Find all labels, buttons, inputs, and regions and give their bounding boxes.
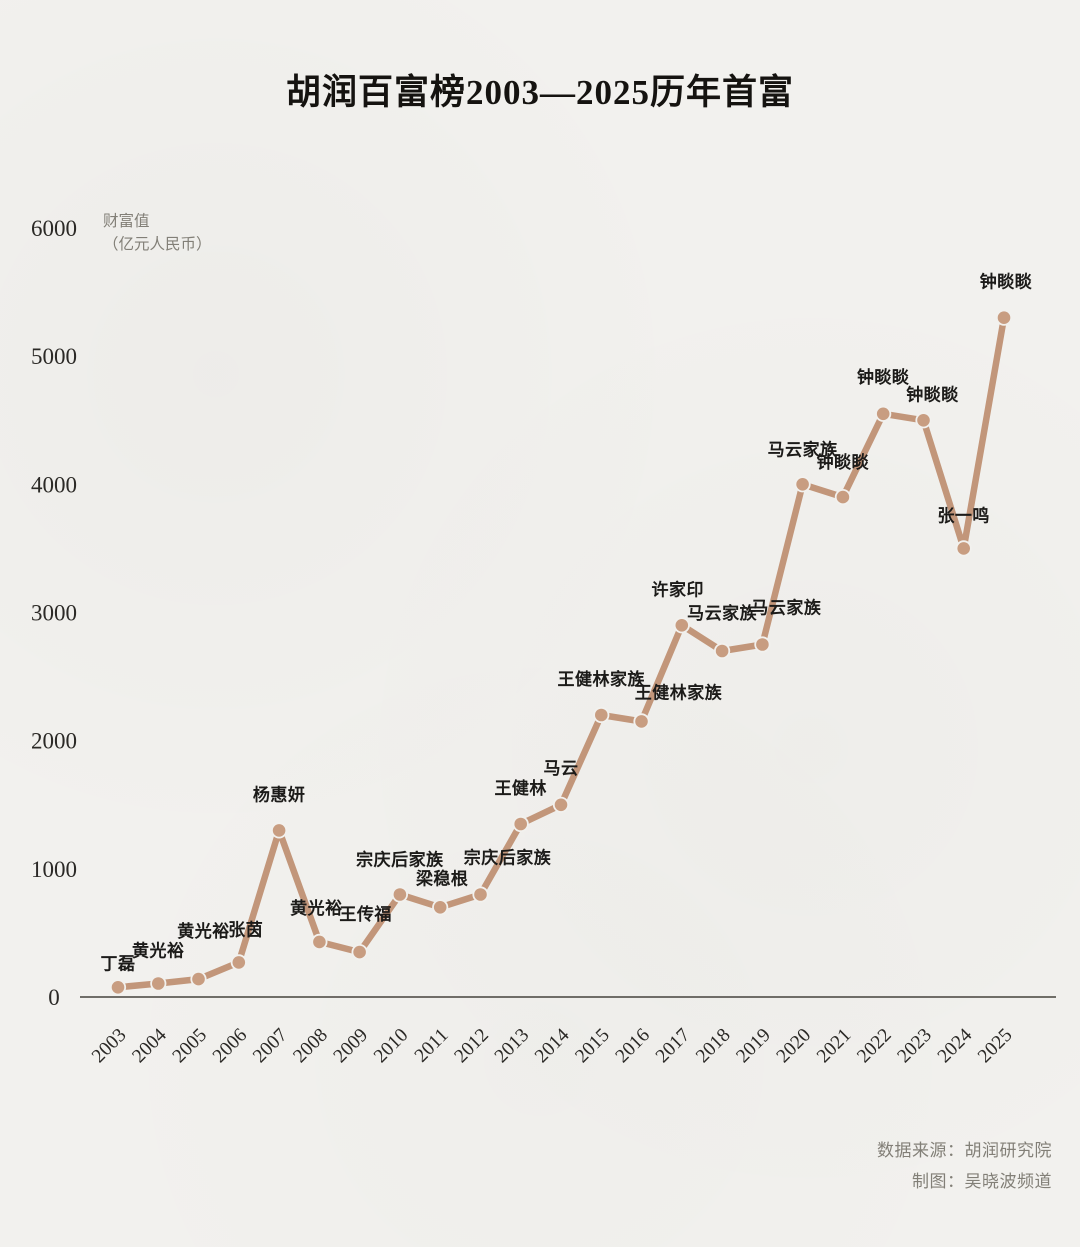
y-tick-label: 1000 [31, 857, 77, 882]
point-label-2019: 马云家族 [751, 598, 821, 618]
point-label-2003: 丁磊 [101, 954, 136, 973]
x-tick-2016: 2016 [612, 1025, 655, 1068]
data-point-2005 [190, 970, 207, 988]
x-tick-2013: 2013 [491, 1025, 533, 1067]
x-tick-2004: 2004 [128, 1025, 171, 1068]
x-tick-2009: 2009 [330, 1025, 372, 1067]
x-tick-2023: 2023 [894, 1025, 936, 1067]
chart-plot-area: 0100020003000400050006000200320042005200… [31, 216, 1032, 1067]
point-label-2010: 宗庆后家族 [356, 850, 444, 870]
data-point-2025 [995, 309, 1013, 326]
point-label-2020: 马云家族 [768, 439, 838, 459]
point-label-2021: 钟睒睒 [817, 452, 870, 472]
x-tick-2011: 2011 [411, 1025, 453, 1067]
data-source-text: 数据来源：胡润研究院 [877, 1141, 1052, 1160]
x-tick-2010: 2010 [370, 1025, 412, 1067]
point-label-2015: 王健林家族 [558, 669, 646, 689]
data-point-2017 [673, 617, 690, 634]
point-label-2016: 王健林家族 [635, 682, 723, 702]
x-tick-2014: 2014 [531, 1025, 574, 1068]
y-tick-label: 3000 [31, 601, 77, 626]
point-label-2023: 钟睒睒 [906, 384, 959, 404]
x-tick-2015: 2015 [571, 1025, 613, 1067]
x-tick-2006: 2006 [209, 1025, 252, 1068]
x-tick-2019: 2019 [732, 1025, 774, 1067]
chart-title: 胡润百富榜2003—2025历年首富 [285, 73, 794, 112]
data-point-2018 [713, 642, 731, 660]
data-point-2015 [593, 706, 610, 724]
x-tick-2012: 2012 [451, 1025, 493, 1067]
data-point-2021 [834, 488, 852, 506]
data-point-2016 [633, 713, 650, 730]
x-tick-2024: 2024 [934, 1025, 977, 1068]
x-tick-2020: 2020 [773, 1025, 815, 1067]
wealth-line [114, 314, 1008, 991]
point-label-2025: 钟睒睒 [980, 272, 1033, 292]
y-axis-unit-line2: （亿元人民币） [103, 235, 212, 253]
y-tick-label: 6000 [31, 216, 77, 241]
x-tick-2007: 2007 [249, 1025, 292, 1068]
x-tick-2008: 2008 [289, 1025, 331, 1067]
data-point-2010 [391, 886, 408, 903]
chart-credit-text: 制图：吴晓波频道 [912, 1172, 1052, 1191]
point-label-2008: 黄光裕 [290, 898, 343, 918]
x-tick-2017: 2017 [652, 1025, 695, 1068]
footer: 数据来源：胡润研究院 制图：吴晓波频道 [877, 1135, 1052, 1197]
y-axis-unit-line1: 财富值 [103, 212, 150, 230]
data-point-2023 [915, 412, 932, 429]
y-tick-label: 4000 [31, 472, 77, 497]
data-point-2003 [109, 979, 127, 996]
x-tick-2021: 2021 [813, 1025, 855, 1067]
data-point-2019 [754, 636, 771, 653]
data-point-2007 [270, 822, 288, 839]
data-point-2011 [432, 899, 449, 916]
point-label-2022: 钟睒睒 [857, 367, 910, 387]
point-label-2006: 张茵 [228, 919, 263, 939]
x-tick-2018: 2018 [692, 1025, 734, 1067]
data-point-2014 [552, 796, 570, 813]
point-label-2012: 宗庆后家族 [464, 848, 552, 868]
y-tick-label: 5000 [31, 344, 77, 369]
point-label-2024: 张一鸣 [937, 505, 990, 525]
point-label-2018: 马云家族 [687, 603, 757, 623]
data-point-2009 [351, 943, 368, 961]
point-label-2007: 杨惠妍 [253, 784, 306, 804]
x-tick-2005: 2005 [169, 1025, 211, 1067]
data-point-2004 [150, 975, 167, 992]
data-point-2020 [794, 476, 811, 493]
point-label-2009: 王传福 [339, 904, 392, 924]
data-point-2024 [955, 540, 972, 557]
point-label-2014: 马云 [544, 759, 579, 778]
data-point-2008 [311, 933, 328, 951]
x-tick-2003: 2003 [88, 1025, 130, 1067]
y-tick-label: 0 [48, 985, 60, 1010]
point-label-2005: 黄光裕 [177, 921, 230, 941]
x-tick-2022: 2022 [853, 1025, 895, 1067]
y-tick-label: 2000 [31, 729, 77, 754]
x-tick-2025: 2025 [974, 1025, 1016, 1067]
data-point-2006 [230, 954, 247, 971]
data-point-2013 [512, 815, 529, 833]
point-label-2011: 梁稳根 [415, 868, 469, 888]
point-label-2017: 许家印 [652, 579, 705, 599]
data-point-2012 [472, 886, 489, 903]
data-point-2022 [875, 405, 892, 422]
point-label-2013: 王健林 [494, 778, 547, 798]
point-label-2004: 黄光裕 [132, 941, 185, 961]
